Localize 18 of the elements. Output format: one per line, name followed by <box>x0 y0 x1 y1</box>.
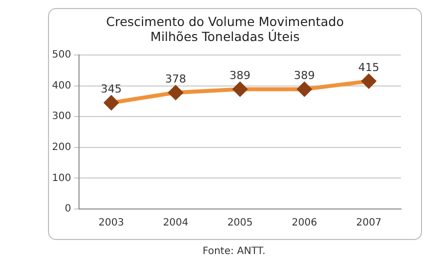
x-tick-label: 2004 <box>162 218 188 229</box>
data-label: 345 <box>100 82 122 96</box>
source-note: Fonte: ANTT. <box>202 246 266 257</box>
data-label: 378 <box>165 72 186 86</box>
x-tick-label: 2005 <box>227 218 253 229</box>
data-label: 389 <box>294 69 315 82</box>
y-tick-label: 400 <box>52 80 72 92</box>
data-label: 415 <box>358 61 380 74</box>
y-tick-label: 0 <box>64 204 72 215</box>
x-tick-label: 2007 <box>356 218 382 229</box>
chart-title: Crescimento do Volume Movimentado Milhões Toneladas Úteis <box>106 14 344 44</box>
data-label: 389 <box>230 69 251 82</box>
x-tick-label: 2006 <box>292 218 318 229</box>
x-tick-label: 2003 <box>98 218 124 229</box>
y-tick-label: 100 <box>52 172 72 184</box>
y-tick-label: 300 <box>52 111 72 122</box>
y-tick-label: 500 <box>52 50 72 61</box>
y-tick-label: 200 <box>52 142 72 153</box>
